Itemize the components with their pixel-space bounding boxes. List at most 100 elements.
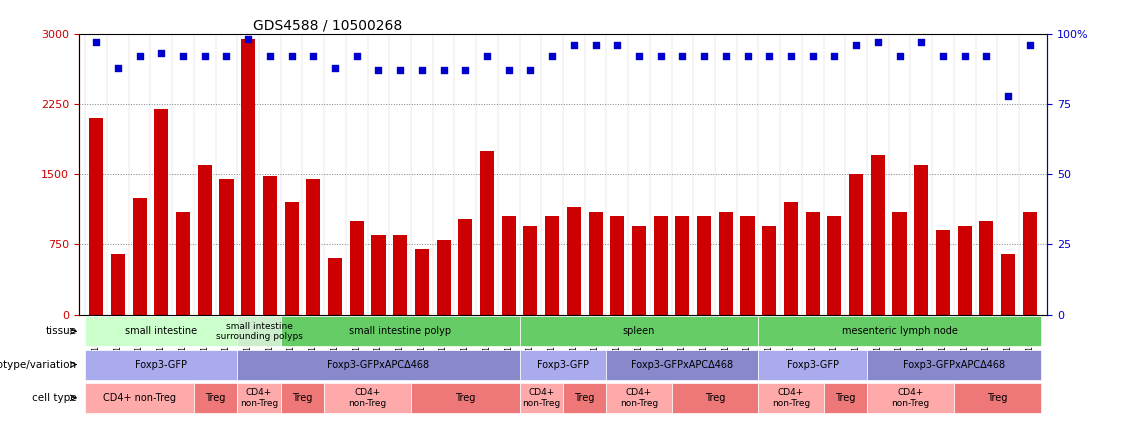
Bar <box>1001 254 1016 315</box>
Text: Treg: Treg <box>205 393 226 403</box>
Point <box>131 53 149 60</box>
Bar <box>524 225 537 315</box>
Bar <box>589 212 602 315</box>
Bar <box>545 216 560 315</box>
Point <box>717 53 735 60</box>
Text: Treg: Treg <box>574 393 595 403</box>
Point <box>261 53 279 60</box>
Point <box>629 53 647 60</box>
FancyBboxPatch shape <box>954 383 1040 413</box>
Bar <box>458 219 472 315</box>
Point <box>847 42 865 49</box>
FancyBboxPatch shape <box>519 383 563 413</box>
Point <box>239 36 257 43</box>
Text: Foxp3-GFP: Foxp3-GFP <box>537 360 589 370</box>
Point <box>304 53 322 60</box>
Text: Foxp3-GFPxAPCΔ468: Foxp3-GFPxAPCΔ468 <box>328 360 429 370</box>
Bar <box>741 216 754 315</box>
FancyBboxPatch shape <box>280 316 519 346</box>
Bar <box>697 216 712 315</box>
Bar <box>393 235 408 315</box>
FancyBboxPatch shape <box>607 383 671 413</box>
Point <box>543 53 561 60</box>
Bar <box>828 216 841 315</box>
Bar <box>437 240 450 315</box>
Bar <box>784 202 798 315</box>
Point <box>891 53 909 60</box>
FancyBboxPatch shape <box>607 349 759 379</box>
FancyBboxPatch shape <box>238 383 280 413</box>
Point <box>413 67 431 74</box>
Bar <box>762 225 776 315</box>
Text: CD4+
non-Treg: CD4+ non-Treg <box>348 388 386 408</box>
Text: small intestine: small intestine <box>125 326 197 336</box>
FancyBboxPatch shape <box>324 383 411 413</box>
Bar <box>350 221 364 315</box>
FancyBboxPatch shape <box>563 383 607 413</box>
Text: small intestine
surrounding polyps: small intestine surrounding polyps <box>215 321 303 341</box>
Text: cell type: cell type <box>32 393 77 403</box>
Point <box>804 53 822 60</box>
Point <box>87 39 105 46</box>
Bar <box>893 212 906 315</box>
Point <box>781 53 799 60</box>
Point <box>435 67 453 74</box>
Text: Foxp3-GFPxAPCΔ468: Foxp3-GFPxAPCΔ468 <box>903 360 1004 370</box>
Bar <box>936 231 950 315</box>
Bar <box>220 179 233 315</box>
FancyBboxPatch shape <box>823 383 867 413</box>
Bar <box>957 225 972 315</box>
Point <box>369 67 387 74</box>
Text: Treg: Treg <box>705 393 725 403</box>
Point <box>912 39 930 46</box>
Point <box>608 42 626 49</box>
Point <box>196 53 214 60</box>
Text: CD4+
non-Treg: CD4+ non-Treg <box>522 388 561 408</box>
FancyBboxPatch shape <box>519 349 607 379</box>
Point <box>652 53 670 60</box>
Text: Treg: Treg <box>293 393 313 403</box>
Bar <box>133 198 146 315</box>
FancyBboxPatch shape <box>238 316 280 346</box>
Text: CD4+
non-Treg: CD4+ non-Treg <box>771 388 810 408</box>
Text: small intestine polyp: small intestine polyp <box>349 326 452 336</box>
Point <box>456 67 474 74</box>
Point <box>1021 42 1039 49</box>
Bar <box>154 109 169 315</box>
FancyBboxPatch shape <box>194 383 238 413</box>
FancyBboxPatch shape <box>519 316 759 346</box>
FancyBboxPatch shape <box>759 383 823 413</box>
Bar <box>870 156 885 315</box>
Bar <box>1022 212 1037 315</box>
FancyBboxPatch shape <box>411 383 519 413</box>
Bar <box>914 165 928 315</box>
FancyBboxPatch shape <box>867 349 1040 379</box>
Text: CD4+
non-Treg: CD4+ non-Treg <box>620 388 658 408</box>
Text: Treg: Treg <box>835 393 856 403</box>
Bar <box>676 216 689 315</box>
Point <box>391 67 409 74</box>
Bar <box>480 151 494 315</box>
FancyBboxPatch shape <box>759 349 867 379</box>
Bar <box>176 212 190 315</box>
Bar <box>89 118 104 315</box>
Bar <box>610 216 624 315</box>
Text: CD4+ non-Treg: CD4+ non-Treg <box>104 393 176 403</box>
Point <box>327 64 345 71</box>
Text: tissue: tissue <box>45 326 77 336</box>
Point <box>933 53 951 60</box>
Text: Foxp3-GFP: Foxp3-GFP <box>135 360 187 370</box>
Text: Treg: Treg <box>988 393 1008 403</box>
Point <box>521 67 539 74</box>
FancyBboxPatch shape <box>759 316 1040 346</box>
Bar <box>241 38 256 315</box>
Bar <box>654 216 668 315</box>
Bar <box>110 254 125 315</box>
Bar <box>198 165 212 315</box>
Point <box>152 50 170 57</box>
Bar <box>262 176 277 315</box>
FancyBboxPatch shape <box>671 383 759 413</box>
Text: CD4+
non-Treg: CD4+ non-Treg <box>892 388 930 408</box>
FancyBboxPatch shape <box>280 383 324 413</box>
Point <box>217 53 235 60</box>
